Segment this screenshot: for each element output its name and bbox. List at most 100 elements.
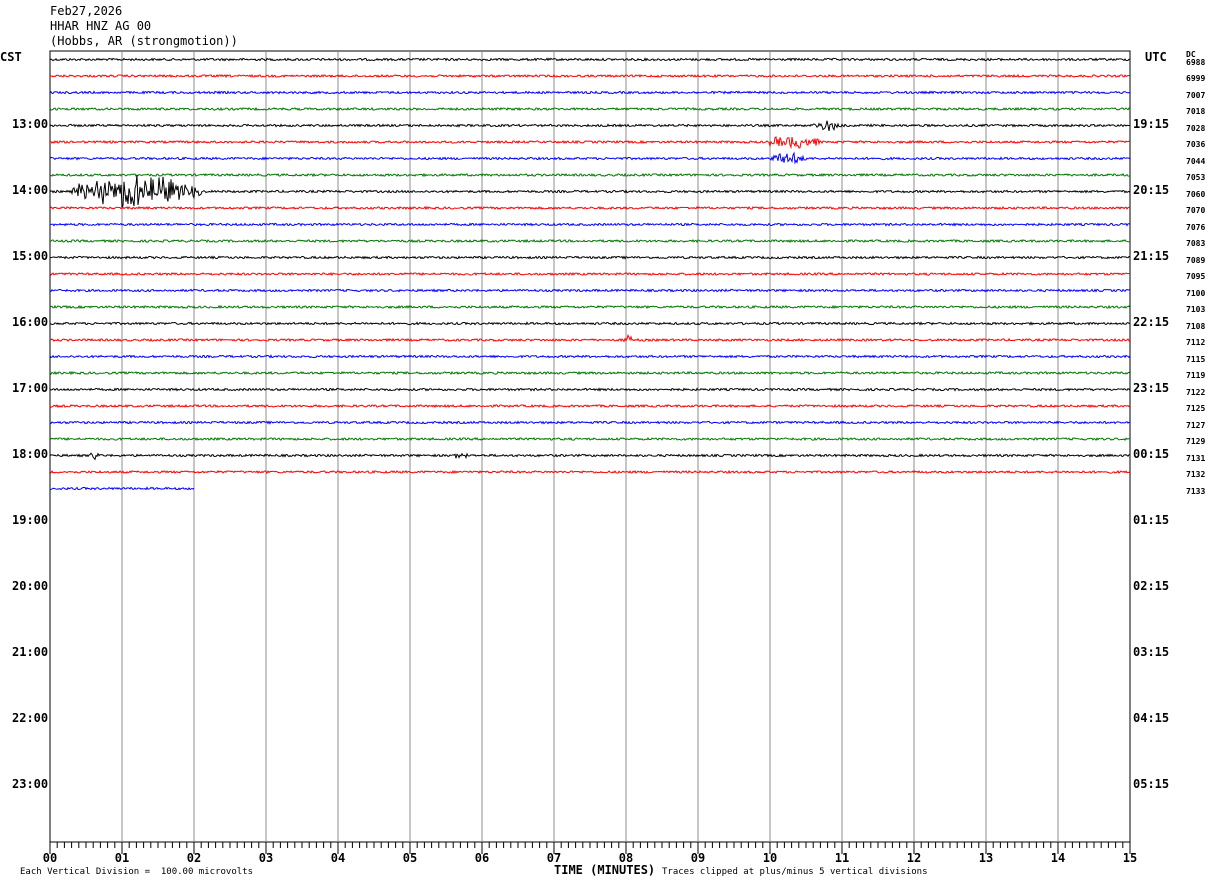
utc-hour-label: 02:15	[1133, 578, 1170, 593]
cst-hour-label: 15:00	[12, 248, 49, 263]
trace-line	[49, 205, 1131, 211]
dc-offset-label: 7112	[1186, 338, 1206, 347]
utc-hour-label: 20:15	[1133, 182, 1170, 197]
left-timezone-label: CST	[0, 50, 22, 64]
cst-hour-label: 13:00	[12, 116, 49, 131]
dc-offset-label: 7044	[1186, 156, 1206, 166]
station-code: HHAR HNZ AG 00	[50, 19, 152, 33]
plot-date: Feb27,2026	[50, 4, 123, 18]
trace-line	[49, 288, 1131, 293]
plot-frame	[49, 50, 1131, 843]
dc-offset-label: 7108	[1186, 321, 1206, 331]
trace-line	[49, 304, 1131, 310]
dc-offset-label: 7089	[1186, 255, 1206, 265]
dc-offset-label: 7122	[1186, 387, 1206, 397]
dc-offset-label: 6999	[1186, 74, 1206, 83]
x-tick-label: 15	[1122, 851, 1138, 865]
dc-offset-label: 7060	[1186, 189, 1206, 199]
dc-offset-label: 7129	[1186, 437, 1206, 446]
trace-line	[49, 222, 1131, 227]
x-tick-label: 01	[114, 851, 130, 865]
x-tick-label: 07	[546, 851, 562, 865]
trace-line	[49, 333, 1131, 343]
trace-line	[49, 174, 1131, 209]
trace-line	[49, 172, 1131, 178]
trace-line	[49, 452, 1131, 461]
trace-line	[49, 387, 1131, 392]
utc-hour-label: 21:15	[1133, 248, 1170, 263]
clip-note: Traces clipped at plus/minus 5 vertical …	[662, 867, 928, 877]
trace-line	[49, 57, 1131, 62]
cst-hour-label: 17:00	[12, 380, 49, 395]
dc-offset-label: 7133	[1186, 486, 1206, 496]
trace-line	[49, 120, 1131, 132]
x-tick-label: 13	[978, 851, 994, 865]
trace-line	[49, 370, 1131, 376]
dc-offset-label: 6988	[1186, 57, 1206, 67]
trace-line	[49, 73, 1131, 79]
trace-line	[49, 403, 1131, 409]
utc-hour-label: 23:15	[1133, 380, 1170, 395]
x-tick-label: 11	[834, 851, 850, 865]
dc-offset-label: 7125	[1186, 404, 1206, 413]
x-axis-title: TIME (MINUTES)	[554, 863, 656, 877]
trace-line	[49, 255, 1131, 260]
trace-line	[49, 90, 1131, 95]
trace-line	[49, 136, 1131, 150]
utc-hour-label: 05:15	[1133, 776, 1170, 791]
dc-offset-label: 7076	[1186, 222, 1206, 232]
dc-offset-label: 7083	[1186, 239, 1206, 248]
trace-line	[49, 271, 1131, 277]
trace-line	[49, 106, 1131, 112]
utc-hour-label: 04:15	[1133, 710, 1170, 725]
cst-hour-label: 23:00	[12, 776, 49, 791]
utc-hour-label: 22:15	[1133, 314, 1170, 329]
x-tick-label: 14	[1050, 851, 1066, 865]
dc-offset-label: 7095	[1186, 272, 1206, 281]
x-tick-label: 03	[258, 851, 274, 865]
trace-line	[49, 436, 1131, 442]
x-tick-label: 12	[906, 851, 922, 865]
cst-hour-label: 14:00	[12, 182, 49, 197]
x-tick-label: 02	[186, 851, 202, 865]
dc-offset-label: 7018	[1186, 107, 1206, 116]
dc-label: DC	[1186, 50, 1196, 59]
x-tick-label: 06	[474, 851, 490, 865]
x-tick-label: 05	[402, 851, 418, 865]
utc-hour-label: 01:15	[1133, 512, 1170, 527]
cst-hour-label: 19:00	[12, 512, 49, 527]
cst-hour-label: 21:00	[12, 644, 49, 659]
utc-hour-label: 03:15	[1133, 644, 1170, 659]
trace-line	[49, 354, 1131, 359]
x-tick-label: 04	[330, 851, 346, 865]
dc-offset-label: 7028	[1186, 123, 1206, 133]
dc-offset-label: 7007	[1186, 90, 1206, 100]
trace-line	[49, 321, 1131, 326]
dc-offset-label: 7070	[1186, 206, 1206, 215]
x-tick-label: 10	[762, 851, 778, 865]
dc-offset-label: 7127	[1186, 420, 1206, 430]
station-location: (Hobbs, AR (strongmotion))	[50, 34, 238, 48]
cst-hour-label: 20:00	[12, 578, 49, 593]
dc-offset-label: 7036	[1186, 140, 1206, 149]
cst-hour-label: 22:00	[12, 710, 49, 725]
dc-offset-label: 7053	[1186, 173, 1206, 182]
trace-line	[49, 420, 1131, 425]
x-tick-label: 00	[42, 851, 58, 865]
dc-offset-label: 7100	[1186, 288, 1206, 298]
trace-line	[49, 486, 195, 491]
dc-offset-label: 7132	[1186, 470, 1206, 479]
trace-line	[49, 238, 1131, 244]
trace-line	[49, 151, 1131, 165]
utc-hour-label: 00:15	[1133, 446, 1170, 461]
scale-note: Each Vertical Division = 100.00 microvol…	[20, 867, 253, 877]
utc-hour-label: 19:15	[1133, 116, 1170, 131]
dc-offset-label: 7119	[1186, 371, 1206, 380]
cst-hour-label: 16:00	[12, 314, 49, 329]
dc-offset-label: 7115	[1186, 354, 1206, 364]
dc-offset-label: 7103	[1186, 305, 1206, 314]
dc-offset-label: 7131	[1186, 453, 1206, 463]
x-tick-label: 09	[690, 851, 706, 865]
trace-line	[49, 469, 1131, 475]
cst-hour-label: 18:00	[12, 446, 49, 461]
